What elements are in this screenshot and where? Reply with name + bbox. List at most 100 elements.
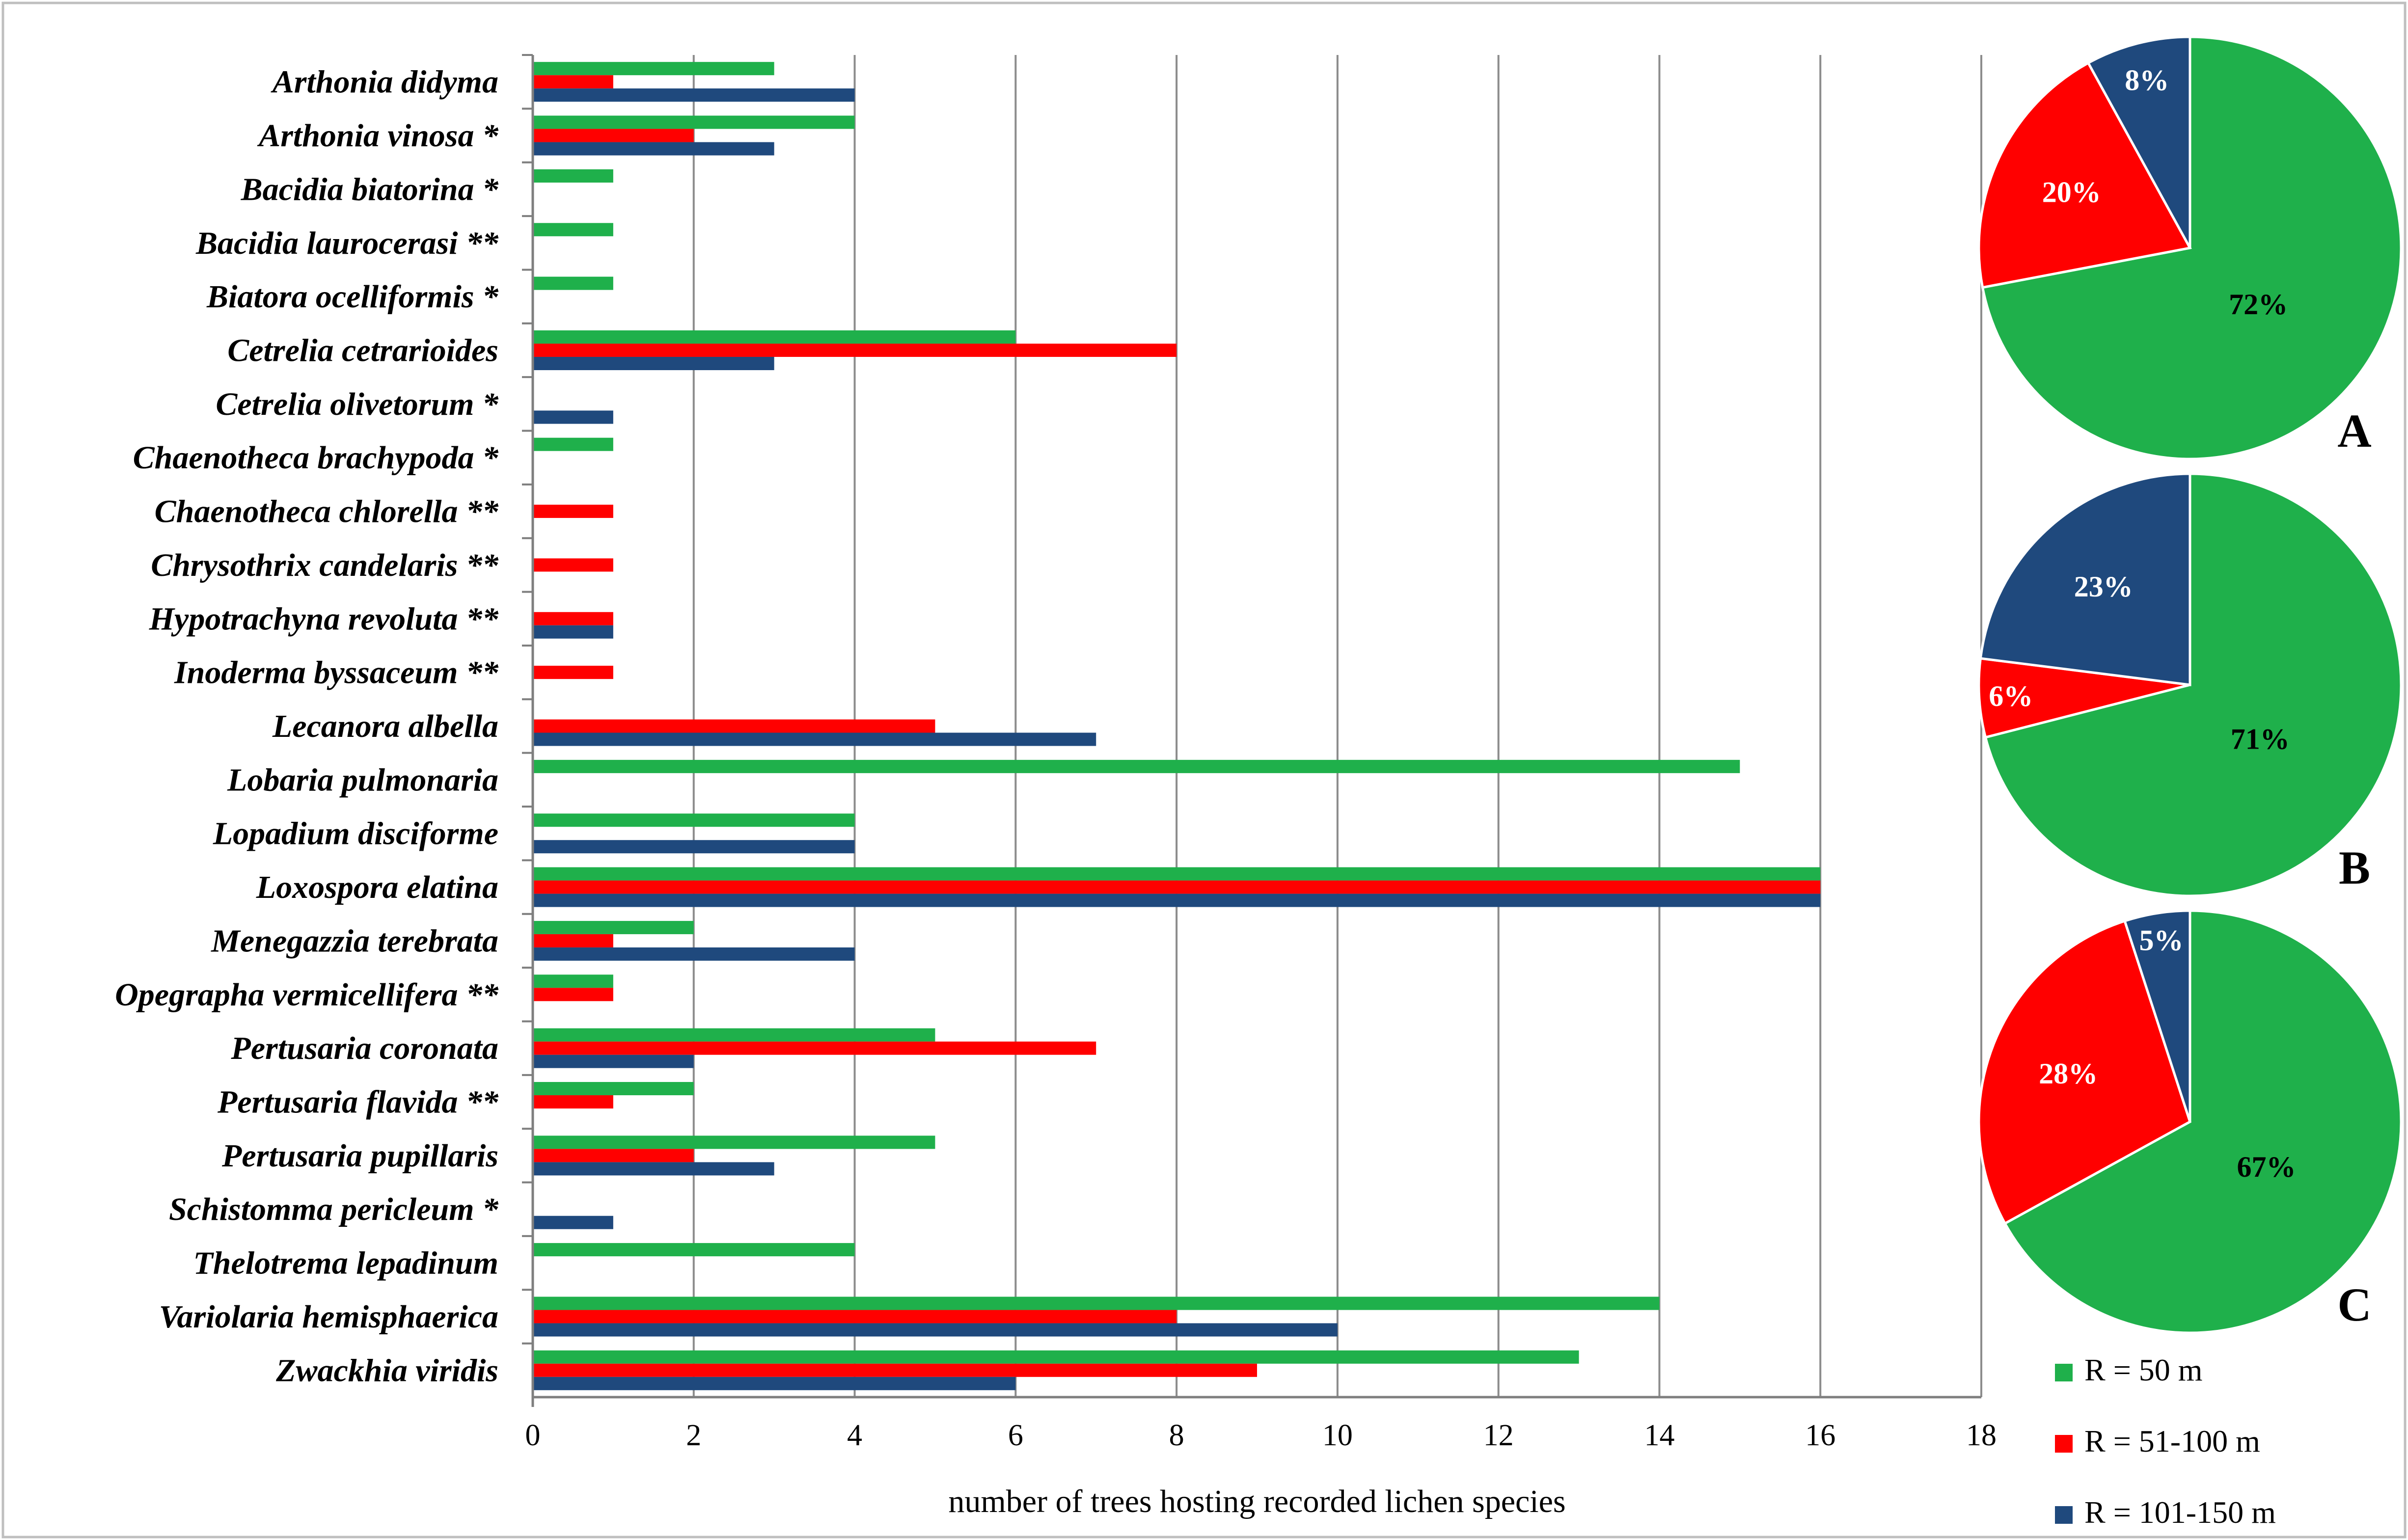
bar-arthonia-didyma-series-1 [533, 62, 774, 76]
x-tick-label-10: 10 [1322, 1419, 1353, 1452]
x-tick-label-4: 4 [847, 1419, 862, 1452]
pie-chart-c: 67% 28% 5% C [1977, 909, 2403, 1334]
bar-arthonia-vinosa-series-1 [533, 115, 855, 129]
bar-lobaria-pulmonaria-series-1 [533, 759, 1740, 773]
bar-variolaria-hemisphaerica-series-3 [533, 1323, 1338, 1337]
bar-hypotrachyna-revoluta-series-3 [533, 625, 613, 639]
x-tick-label-16: 16 [1805, 1419, 1835, 1452]
pie-a-slice-r-51-100-m [1977, 61, 2192, 289]
pie-c-slice-r-50-m [2003, 909, 2403, 1334]
pie-panel-letter-c: C [2337, 1278, 2371, 1331]
category-label-cetrelia-olivetorum: Cetrelia olivetorum * [216, 386, 499, 422]
pie-a-label-3: 8% [2125, 64, 2169, 96]
pie-charts: 72% 20% 8% A 71% 6% 23% B 67% 28% 5% C [1977, 35, 2403, 1334]
pie-b-label-3: 23% [2074, 570, 2133, 603]
category-label-cetrelia-cetrarioides: Cetrelia cetrarioides [227, 332, 498, 368]
bar-zwackhia-viridis-series-2 [533, 1363, 1257, 1377]
x-tick-label-8: 8 [1169, 1419, 1184, 1452]
bar-loxospora-elatina-series-1 [533, 867, 1821, 881]
bar-opegrapha-vermicellifera-series-2 [533, 988, 613, 1001]
category-label-menegazzia-terebrata: Menegazzia terebrata [211, 923, 498, 959]
bar-loxospora-elatina-series-3 [533, 893, 1821, 907]
pie-chart-a: 72% 20% 8% A [1977, 35, 2403, 460]
bar-arthonia-vinosa-series-2 [533, 129, 694, 142]
bar-cetrelia-olivetorum-series-3 [533, 410, 613, 424]
legend-label-3: R = 101-150 m [2084, 1495, 2276, 1530]
bar-chart: Arthonia didyma Arthonia vinosa * Bacidia … [115, 54, 1997, 1519]
category-label-pertusaria-pupillaris: Pertusaria pupillaris [221, 1138, 498, 1174]
legend-label-2: R = 51-100 m [2084, 1424, 2260, 1459]
legend-swatch-2 [2055, 1435, 2073, 1453]
bar-chaenotheca-brachypoda-series-1 [533, 437, 613, 451]
bar-thelotrema-lepadinum-series-1 [533, 1243, 855, 1257]
category-label-chaenotheca-chlorella: Chaenotheca chlorella ** [155, 494, 499, 530]
bar-biatora-ocelliformis-series-1 [533, 276, 613, 290]
x-tick-label-0: 0 [525, 1419, 541, 1452]
bar-opegrapha-vermicellifera-series-1 [533, 974, 613, 988]
category-label-opegrapha-vermicellifera: Opegrapha vermicellifera ** [115, 977, 499, 1013]
bar-lopadium-disciforme-series-1 [533, 813, 855, 827]
pie-b-slice-r-101-150-m [1979, 472, 2191, 686]
bar-pertusaria-flavida-series-1 [533, 1082, 694, 1096]
bar-schistomma-pericleum-series-3 [533, 1216, 613, 1229]
category-label-inoderma-byssaceum: Inoderma byssaceum ** [174, 655, 499, 691]
bar-zwackhia-viridis-series-1 [533, 1350, 1579, 1364]
legend-label-1: R = 50 m [2084, 1352, 2203, 1387]
bar-lecanora-albella-series-2 [533, 719, 935, 733]
category-label-pertusaria-coronata: Pertusaria coronata [230, 1030, 498, 1066]
bar-lopadium-disciforme-series-3 [533, 840, 855, 854]
bar-arthonia-vinosa-series-3 [533, 142, 774, 156]
pie-b-label-2: 6% [1989, 680, 2033, 712]
pie-c-slice-r-101-150-m [2123, 909, 2191, 1122]
bar-cetrelia-cetrarioides-series-3 [533, 356, 774, 370]
pie-chart-b: 71% 6% 23% B [1977, 472, 2403, 897]
pie-panel-letter-a: A [2337, 405, 2371, 457]
pie-a-slice-r-101-150-m [2086, 35, 2191, 249]
x-tick-label-14: 14 [1644, 1419, 1674, 1452]
pie-c-label-2: 28% [2039, 1057, 2098, 1090]
bar-chrysothrix-candelaris-series-2 [533, 558, 613, 572]
bar-pertusaria-coronata-series-1 [533, 1028, 935, 1042]
bar-hypotrachyna-revoluta-series-2 [533, 612, 613, 625]
pie-a-slice-r-50-m [1981, 35, 2403, 460]
legend: R = 50 m R = 51-100 m R = 101-150 m [2055, 1352, 2276, 1530]
category-label-pertusaria-flavida: Pertusaria flavida ** [217, 1084, 499, 1120]
bar-menegazzia-terebrata-series-3 [533, 947, 855, 961]
category-label-arthonia-vinosa: Arthonia vinosa * [257, 118, 499, 154]
category-label-bacidia-laurocerasi: Bacidia laurocerasi ** [195, 225, 499, 261]
pie-b-slice-r-50-m [1984, 472, 2403, 897]
bar-inoderma-byssaceum-series-2 [533, 666, 613, 679]
category-label-thelotrema-lepadinum: Thelotrema lepadinum [193, 1245, 498, 1281]
bar-menegazzia-terebrata-series-2 [533, 934, 613, 947]
pie-a-label-1: 72% [2229, 288, 2288, 321]
pie-panel-letter-b: B [2339, 841, 2370, 894]
bar-pertusaria-flavida-series-2 [533, 1095, 613, 1109]
x-tick-label-6: 6 [1008, 1419, 1023, 1452]
bar-chaenotheca-chlorella-series-2 [533, 505, 613, 518]
category-label-biatora-ocelliformis: Biatora ocelliformis * [206, 279, 499, 315]
category-label-chaenotheca-brachypoda: Chaenotheca brachypoda * [133, 440, 499, 476]
category-label-lecanora-albella: Lecanora albella [272, 708, 498, 744]
bar-pertusaria-coronata-series-3 [533, 1054, 694, 1068]
category-label-variolaria-hemisphaerica: Variolaria hemisphaerica [159, 1299, 498, 1335]
category-label-bacidia-biatorina: Bacidia biatorina * [241, 171, 499, 207]
bar-cetrelia-cetrarioides-series-2 [533, 343, 1177, 357]
bar-bacidia-laurocerasi-series-1 [533, 223, 613, 237]
category-label-lopadium-disciforme: Lopadium disciforme [213, 816, 498, 852]
bar-pertusaria-pupillaris-series-3 [533, 1162, 774, 1176]
x-axis-title: number of trees hosting recorded lichen … [948, 1484, 1565, 1519]
legend-swatch-1 [2055, 1364, 2073, 1381]
category-label-loxospora-elatina: Loxospora elatina [256, 869, 498, 905]
pie-a-label-2: 20% [2042, 176, 2101, 208]
category-label-zwackhia-viridis: Zwackhia viridis [275, 1352, 498, 1388]
legend-swatch-3 [2055, 1506, 2073, 1524]
x-tick-label-12: 12 [1483, 1419, 1514, 1452]
category-label-chrysothrix-candelaris: Chrysothrix candelaris ** [151, 547, 499, 583]
bar-arthonia-didyma-series-3 [533, 88, 855, 102]
bar-menegazzia-terebrata-series-1 [533, 920, 694, 934]
pie-c-label-3: 5% [2139, 924, 2183, 957]
category-label-schistomma-pericleum: Schistomma pericleum * [169, 1191, 499, 1227]
pie-c-label-1: 67% [2237, 1151, 2296, 1183]
